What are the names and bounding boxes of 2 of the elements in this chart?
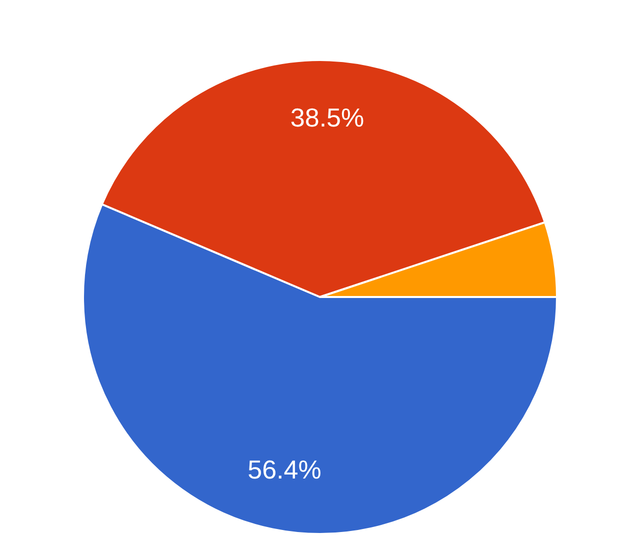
data-label: 38.5%: [290, 102, 364, 133]
data-label: 56.4%: [248, 454, 322, 484]
